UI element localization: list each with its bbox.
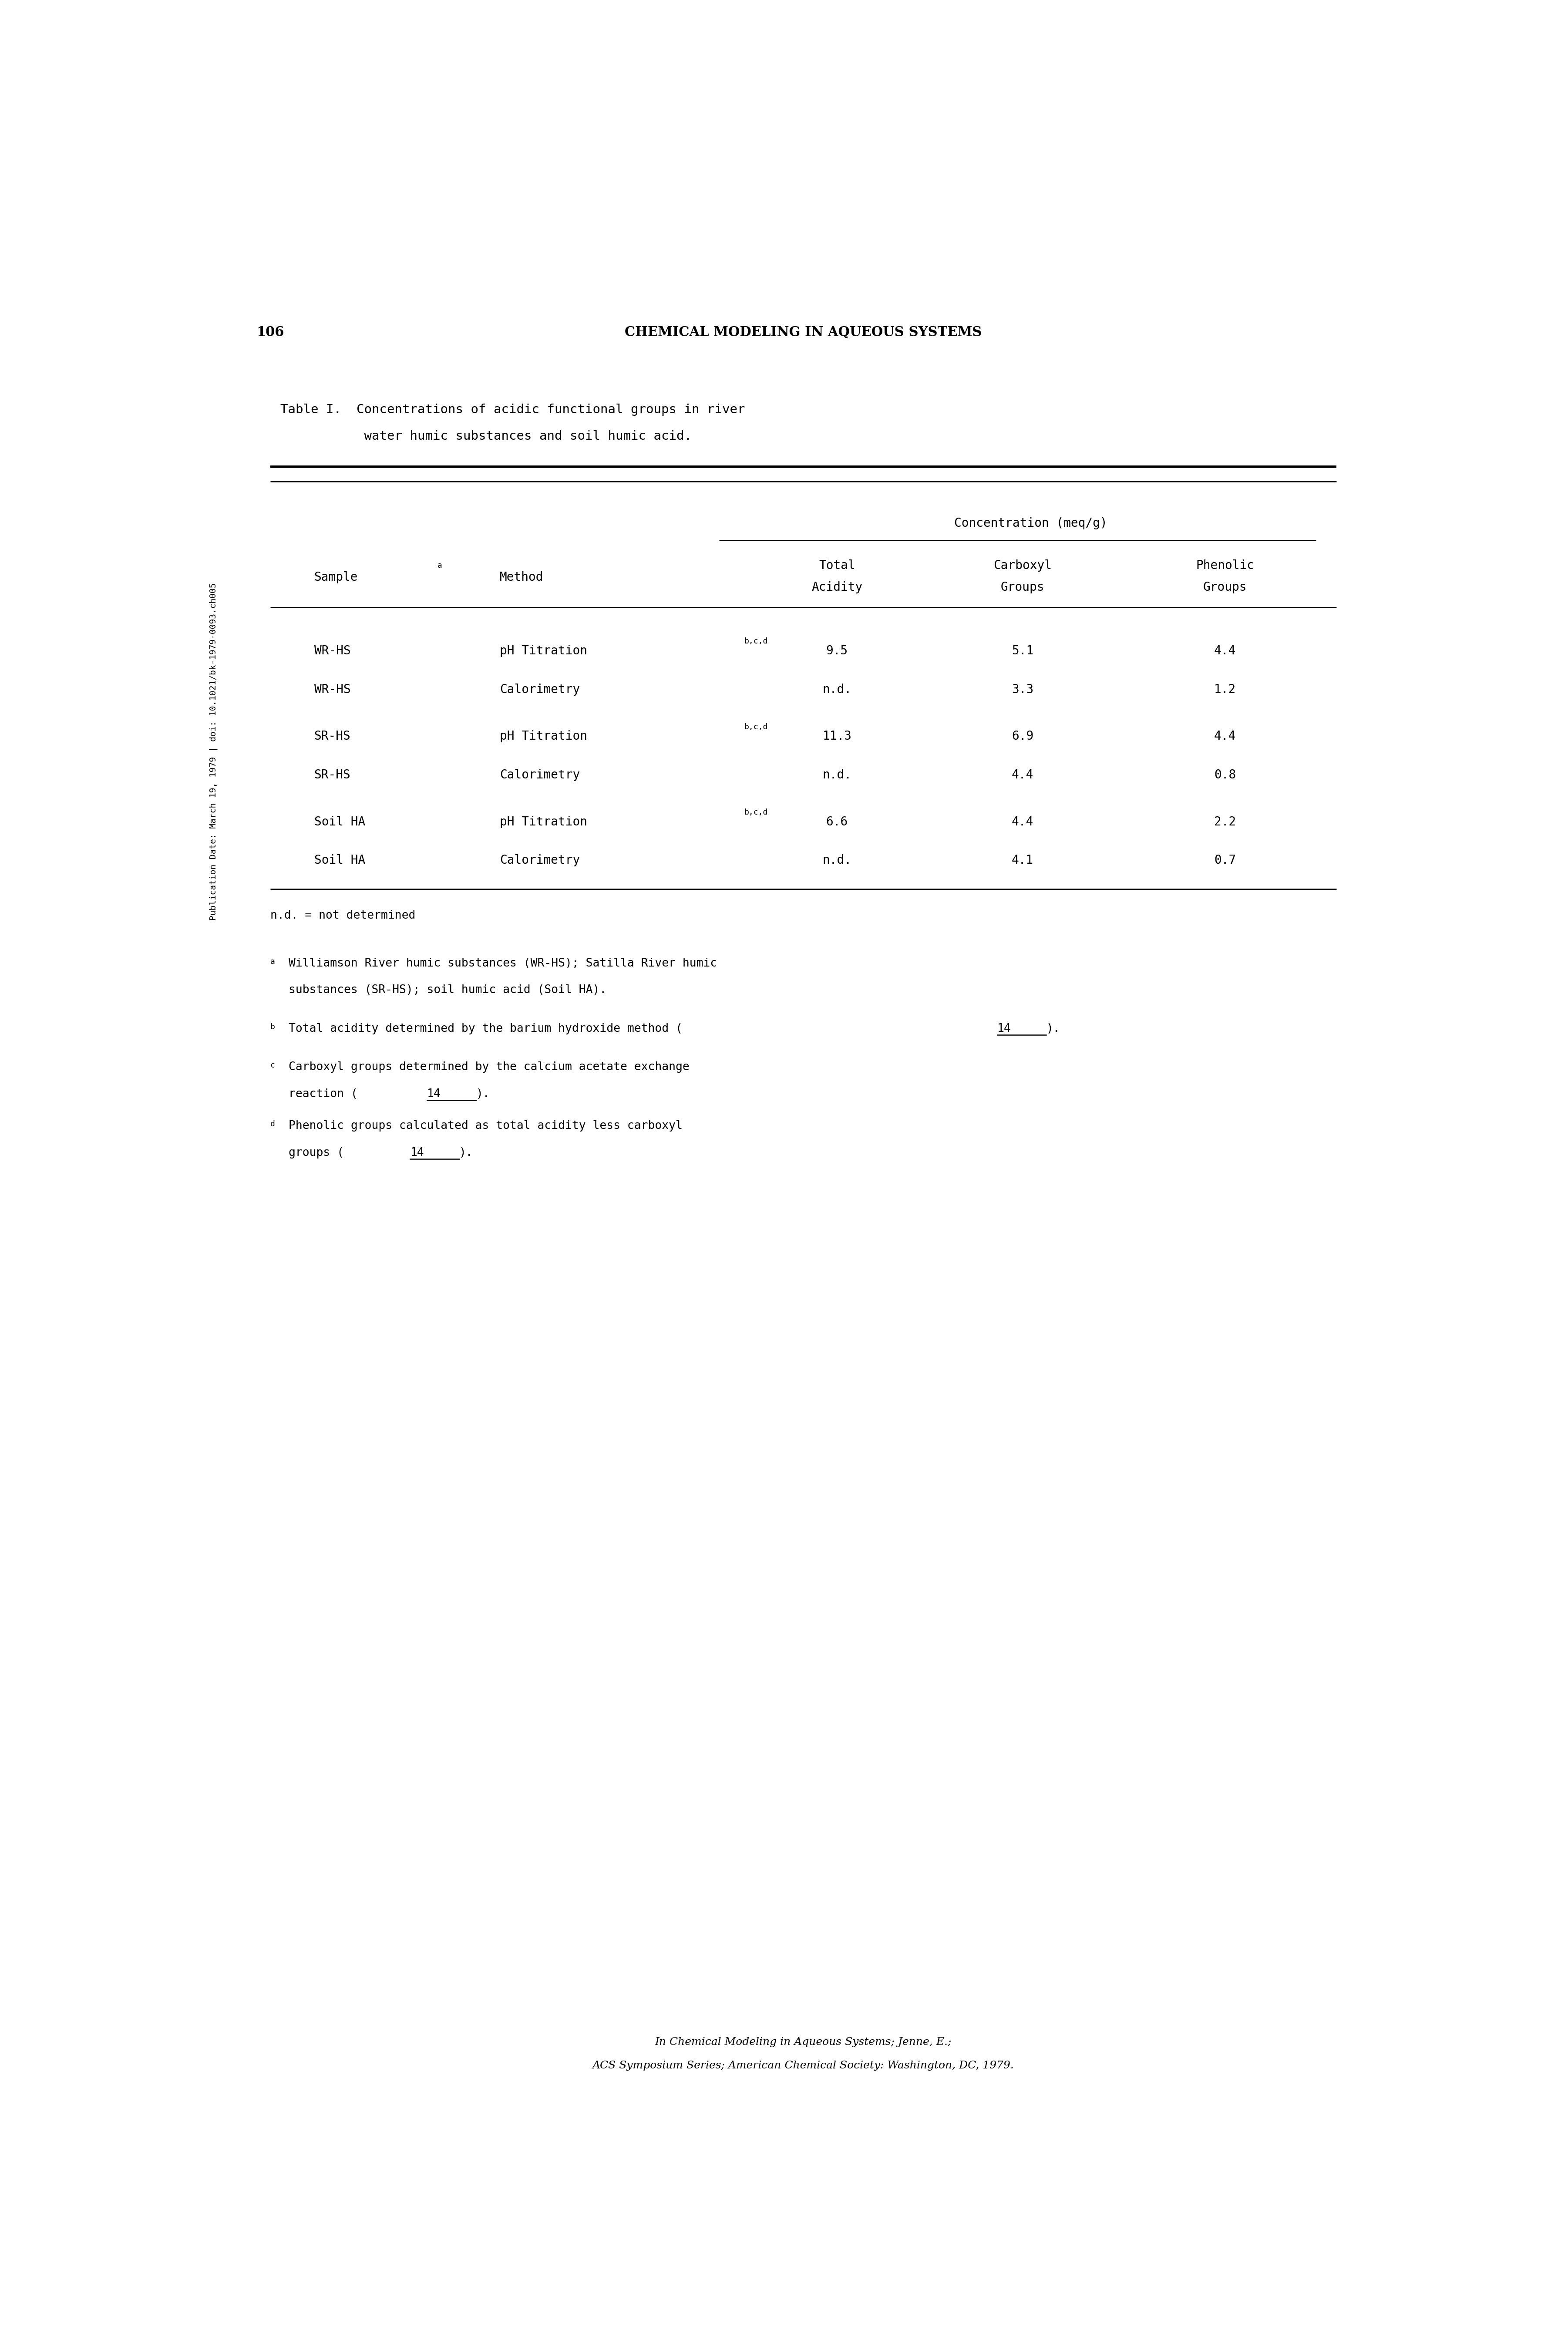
- Text: Total: Total: [818, 560, 855, 571]
- Text: 1.2: 1.2: [1214, 684, 1236, 696]
- Text: Total acidity determined by the barium hydroxide method (: Total acidity determined by the barium h…: [289, 1023, 682, 1034]
- Text: a: a: [437, 562, 442, 569]
- Text: reaction (: reaction (: [289, 1089, 358, 1100]
- Text: 4.4: 4.4: [1011, 816, 1033, 828]
- Text: Groups: Groups: [1203, 581, 1247, 592]
- Text: ).: ).: [1046, 1023, 1060, 1034]
- Text: b,c,d: b,c,d: [745, 809, 768, 816]
- Text: 2.2: 2.2: [1214, 816, 1236, 828]
- Text: Soil HA: Soil HA: [314, 816, 365, 828]
- Text: ACS Symposium Series; American Chemical Society: Washington, DC, 1979.: ACS Symposium Series; American Chemical …: [593, 2059, 1014, 2071]
- Text: Carboxyl: Carboxyl: [994, 560, 1052, 571]
- Text: Williamson River humic substances (WR-HS); Satilla River humic: Williamson River humic substances (WR-HS…: [289, 957, 717, 969]
- Text: Groups: Groups: [1000, 581, 1044, 592]
- Text: 0.7: 0.7: [1214, 853, 1236, 868]
- Text: Phenolic groups calculated as total acidity less carboxyl: Phenolic groups calculated as total acid…: [289, 1119, 682, 1131]
- Text: n.d.: n.d.: [823, 853, 851, 868]
- Text: Calorimetry: Calorimetry: [500, 853, 580, 868]
- Text: n.d.: n.d.: [823, 684, 851, 696]
- Text: pH Titration: pH Titration: [500, 644, 586, 656]
- Text: Carboxyl groups determined by the calcium acetate exchange: Carboxyl groups determined by the calciu…: [289, 1063, 690, 1072]
- Text: ).: ).: [477, 1089, 489, 1100]
- Text: 6.9: 6.9: [1011, 731, 1033, 743]
- Text: 14: 14: [411, 1147, 423, 1159]
- Text: Soil HA: Soil HA: [314, 853, 365, 868]
- Text: 4.4: 4.4: [1011, 769, 1033, 781]
- Text: WR-HS: WR-HS: [314, 684, 351, 696]
- Text: a: a: [270, 957, 274, 966]
- Text: b: b: [270, 1023, 274, 1030]
- Text: d: d: [270, 1119, 274, 1128]
- Text: 5.1: 5.1: [1011, 644, 1033, 656]
- Text: 9.5: 9.5: [826, 644, 848, 656]
- Text: b,c,d: b,c,d: [745, 637, 768, 647]
- Text: Concentration (meq/g): Concentration (meq/g): [955, 517, 1107, 529]
- Text: 4.1: 4.1: [1011, 853, 1033, 868]
- Text: n.d.: n.d.: [823, 769, 851, 781]
- Text: CHEMICAL MODELING IN AQUEOUS SYSTEMS: CHEMICAL MODELING IN AQUEOUS SYSTEMS: [624, 327, 982, 339]
- Text: water humic substances and soil humic acid.: water humic substances and soil humic ac…: [281, 430, 691, 442]
- Text: SR-HS: SR-HS: [314, 769, 351, 781]
- Text: Phenolic: Phenolic: [1196, 560, 1254, 571]
- Text: 106: 106: [257, 327, 284, 339]
- Text: 4.4: 4.4: [1214, 731, 1236, 743]
- Text: In Chemical Modeling in Aqueous Systems; Jenne, E.;: In Chemical Modeling in Aqueous Systems;…: [655, 2036, 952, 2048]
- Text: 0.8: 0.8: [1214, 769, 1236, 781]
- Text: groups (: groups (: [289, 1147, 343, 1159]
- Text: pH Titration: pH Titration: [500, 816, 586, 828]
- Text: WR-HS: WR-HS: [314, 644, 351, 656]
- Text: ).: ).: [459, 1147, 474, 1159]
- Text: Publication Date: March 19, 1979 | doi: 10.1021/bk-1979-0093.ch005: Publication Date: March 19, 1979 | doi: …: [209, 583, 218, 919]
- Text: c: c: [270, 1063, 274, 1070]
- Text: 14: 14: [426, 1089, 441, 1100]
- Text: b,c,d: b,c,d: [745, 724, 768, 731]
- Text: 14: 14: [997, 1023, 1011, 1034]
- Text: 11.3: 11.3: [823, 731, 851, 743]
- Text: substances (SR-HS); soil humic acid (Soil HA).: substances (SR-HS); soil humic acid (Soi…: [289, 985, 607, 997]
- Text: Calorimetry: Calorimetry: [500, 769, 580, 781]
- Text: Method: Method: [500, 571, 544, 583]
- Text: 6.6: 6.6: [826, 816, 848, 828]
- Text: n.d. = not determined: n.d. = not determined: [270, 910, 416, 922]
- Text: 3.3: 3.3: [1011, 684, 1033, 696]
- Text: Sample: Sample: [314, 571, 358, 583]
- Text: Acidity: Acidity: [812, 581, 862, 592]
- Text: SR-HS: SR-HS: [314, 731, 351, 743]
- Text: Calorimetry: Calorimetry: [500, 684, 580, 696]
- Text: 4.4: 4.4: [1214, 644, 1236, 656]
- Text: pH Titration: pH Titration: [500, 731, 586, 743]
- Text: Table I.  Concentrations of acidic functional groups in river: Table I. Concentrations of acidic functi…: [281, 404, 745, 416]
